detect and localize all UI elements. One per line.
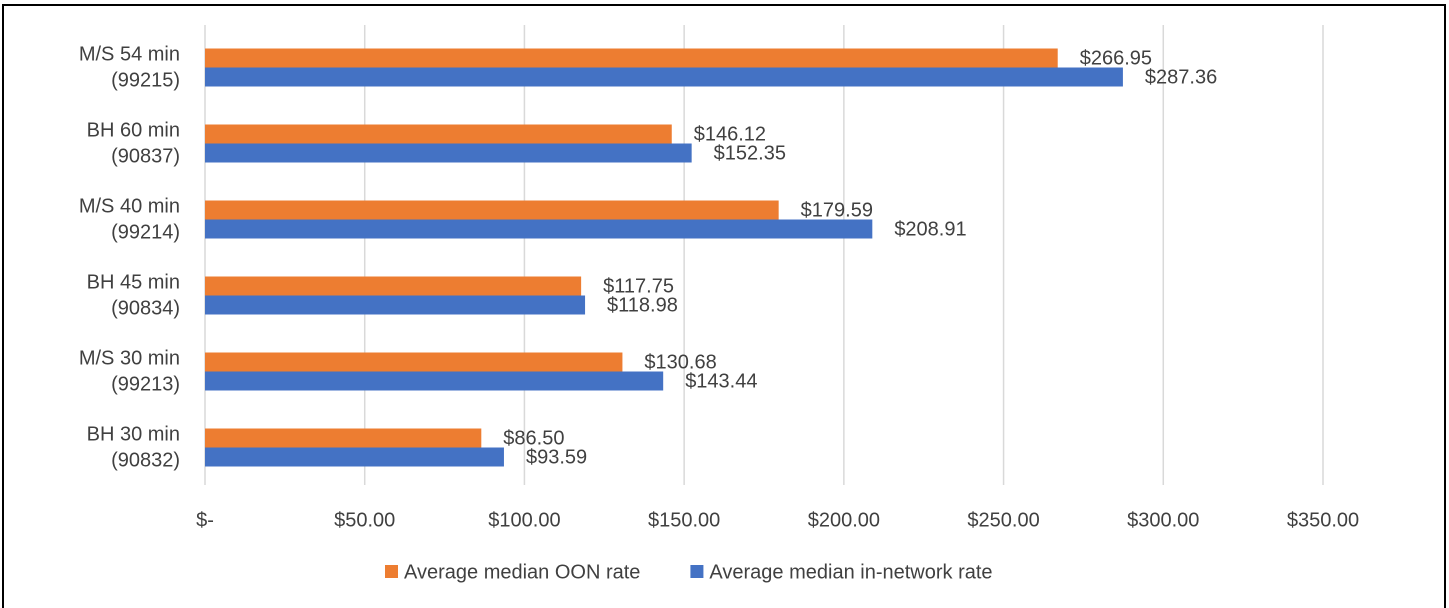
data-label: $152.35 <box>714 142 786 164</box>
bar <box>205 48 1058 68</box>
data-label: $266.95 <box>1080 47 1152 69</box>
y-tick-label: M/S 30 min <box>79 347 180 369</box>
y-tick-label: BH 45 min <box>87 271 180 293</box>
y-tick-label: M/S 54 min <box>79 43 180 65</box>
x-tick-label: $200.00 <box>808 509 880 531</box>
x-tick-label: $300.00 <box>1127 509 1199 531</box>
legend-swatch <box>385 565 398 578</box>
x-tick-label: $100.00 <box>488 509 560 531</box>
y-tick-label: M/S 40 min <box>79 195 180 217</box>
y-tick-label: (99215) <box>111 69 180 91</box>
y-tick-label: (90834) <box>111 297 180 319</box>
data-label: $179.59 <box>801 199 873 221</box>
data-label: $146.12 <box>694 123 766 145</box>
data-label: $118.98 <box>607 294 678 316</box>
bar <box>205 447 504 467</box>
x-tick-label: $150.00 <box>648 509 720 531</box>
data-label: $130.68 <box>644 351 716 373</box>
bar <box>205 295 586 315</box>
y-tick-label: (90832) <box>111 449 180 471</box>
y-tick-label: (99213) <box>111 373 180 395</box>
bar <box>205 200 779 220</box>
y-tick-label: BH 60 min <box>87 119 180 141</box>
chart-border <box>2 4 1446 608</box>
data-label: $86.50 <box>503 427 564 449</box>
data-label: $143.44 <box>685 370 757 392</box>
bar <box>205 352 623 372</box>
data-label: $287.36 <box>1145 66 1217 88</box>
legend-label: Average median in-network rate <box>709 561 992 583</box>
legend-label: Average median OON rate <box>404 561 640 583</box>
legend-swatch <box>690 565 704 578</box>
bar <box>205 276 582 296</box>
x-tick-label: $- <box>196 509 214 531</box>
bar <box>205 67 1123 87</box>
y-tick-label: BH 30 min <box>87 423 180 445</box>
bar <box>205 143 692 163</box>
x-tick-label: $250.00 <box>967 509 1039 531</box>
x-tick-label: $350.00 <box>1287 509 1359 531</box>
y-tick-label: (99214) <box>111 221 180 243</box>
data-label: $93.59 <box>526 446 587 468</box>
data-label: $208.91 <box>894 218 966 240</box>
bar <box>205 428 482 448</box>
x-tick-label: $50.00 <box>334 509 395 531</box>
bar <box>205 219 873 239</box>
y-tick-label: (90837) <box>111 145 180 167</box>
bar <box>205 124 672 144</box>
data-label: $117.75 <box>603 275 674 297</box>
bar <box>205 371 664 391</box>
